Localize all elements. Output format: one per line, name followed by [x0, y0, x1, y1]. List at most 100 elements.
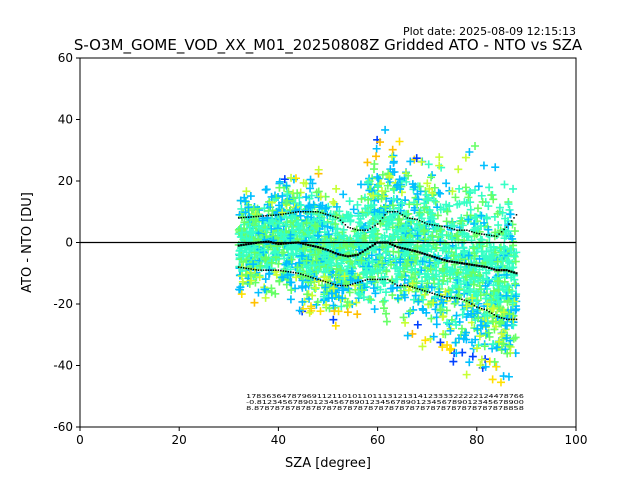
scatter-point — [512, 305, 521, 314]
scatter-point — [319, 217, 328, 226]
upper-std-mark — [352, 227, 354, 230]
scatter-point — [413, 320, 422, 329]
scatter-point — [295, 224, 304, 233]
scatter-point — [425, 206, 434, 215]
lower-std-mark — [322, 280, 324, 282]
upper-std-mark — [495, 235, 498, 238]
scatter-point — [303, 290, 312, 299]
lower-std-mark — [371, 278, 374, 281]
scatter-point — [252, 211, 261, 220]
scatter-point — [343, 308, 352, 317]
scatter-point — [402, 209, 411, 218]
lower-std-mark — [327, 281, 329, 284]
mean-profile-mark — [448, 260, 451, 263]
lower-std-mark — [354, 282, 357, 284]
scatter-point — [249, 260, 258, 269]
upper-std-mark — [485, 234, 488, 236]
plot-date: Plot date: 2025-08-09 12:15:13 — [403, 25, 576, 38]
upper-std-mark — [493, 235, 495, 237]
scatter-point — [418, 304, 427, 313]
upper-std-mark — [245, 216, 247, 219]
scatter-point — [280, 230, 289, 239]
mean-profile-mark — [398, 246, 402, 249]
lower-std-mark — [411, 286, 414, 288]
mean-profile-mark — [505, 269, 508, 272]
scatter-point — [359, 293, 368, 302]
scatter-point — [426, 265, 435, 274]
scatter-point — [356, 180, 365, 189]
mean-profile-mark — [351, 254, 354, 257]
scatter-point — [295, 267, 304, 276]
upper-std-mark — [510, 220, 513, 222]
scatter-point — [381, 125, 390, 134]
lower-std-mark — [352, 283, 354, 285]
scatter-point — [419, 227, 428, 236]
scatter-point — [261, 275, 270, 284]
lower-std-mark — [431, 292, 433, 294]
scatter-point — [321, 283, 330, 292]
lower-std-mark — [495, 315, 498, 318]
scatter-point — [305, 201, 314, 210]
mean-profile-mark — [450, 260, 454, 263]
scatter-point — [286, 278, 295, 287]
mean-profile-mark — [463, 262, 466, 265]
upper-std-mark — [319, 211, 322, 214]
upper-std-mark — [327, 214, 329, 216]
scatter-point — [443, 207, 452, 216]
upper-std-mark — [349, 227, 352, 229]
lower-std-mark — [384, 278, 386, 281]
upper-std-mark — [515, 214, 518, 216]
scatter-point — [401, 225, 410, 234]
scatter-point — [377, 194, 386, 203]
scatter-point — [282, 220, 291, 229]
upper-std-mark — [503, 228, 505, 231]
scatter-point — [423, 279, 432, 288]
scatter-point — [311, 283, 320, 292]
mean-profile-mark — [421, 252, 424, 255]
upper-std-mark — [461, 229, 463, 231]
mean-profile-mark — [356, 253, 359, 256]
scatter-point — [454, 274, 463, 283]
scatter-point — [499, 339, 508, 348]
scatter-point — [367, 217, 376, 226]
scatter-point — [335, 243, 344, 252]
scatter-point — [267, 192, 276, 201]
upper-std-mark — [438, 225, 441, 227]
scatter-point — [462, 302, 471, 311]
lower-std-mark — [451, 297, 453, 299]
lower-std-mark — [394, 283, 396, 285]
scatter-point — [332, 184, 341, 193]
lower-std-mark — [275, 269, 277, 271]
scatter-point — [311, 221, 320, 230]
y-tick-label: -60 — [53, 420, 73, 434]
lower-std-mark — [242, 267, 245, 269]
scatter-point — [247, 229, 256, 238]
mean-profile-mark — [438, 257, 441, 260]
upper-std-mark — [324, 213, 327, 215]
scatter-point — [323, 265, 332, 274]
scatter-point — [288, 225, 297, 234]
lower-std-mark — [255, 269, 257, 271]
scatter-point — [481, 362, 490, 371]
mean-profile-mark — [329, 250, 332, 253]
scatter-point — [477, 211, 486, 220]
lower-std-mark — [505, 318, 508, 321]
scatter-point — [398, 198, 407, 207]
lower-std-mark — [488, 310, 490, 313]
lower-std-mark — [468, 301, 471, 304]
scatter-point — [509, 184, 518, 193]
scatter-point — [474, 314, 483, 323]
scatter-point — [283, 190, 292, 199]
upper-std-mark — [513, 217, 515, 219]
lower-std-mark — [466, 300, 468, 302]
lower-std-mark — [399, 284, 401, 287]
lower-std-mark — [265, 269, 267, 271]
scatter-point — [416, 187, 425, 196]
scatter-point — [261, 293, 270, 302]
scatter-point — [466, 198, 475, 207]
scatter-point — [446, 326, 455, 335]
scatter-point — [307, 191, 316, 200]
scatter-point — [430, 183, 439, 192]
lower-std-mark — [404, 284, 406, 287]
lower-std-mark — [503, 317, 505, 320]
